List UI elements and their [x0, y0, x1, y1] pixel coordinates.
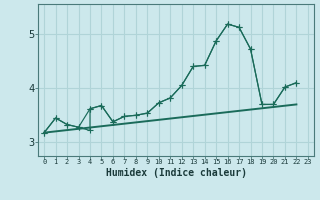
X-axis label: Humidex (Indice chaleur): Humidex (Indice chaleur)	[106, 168, 246, 178]
